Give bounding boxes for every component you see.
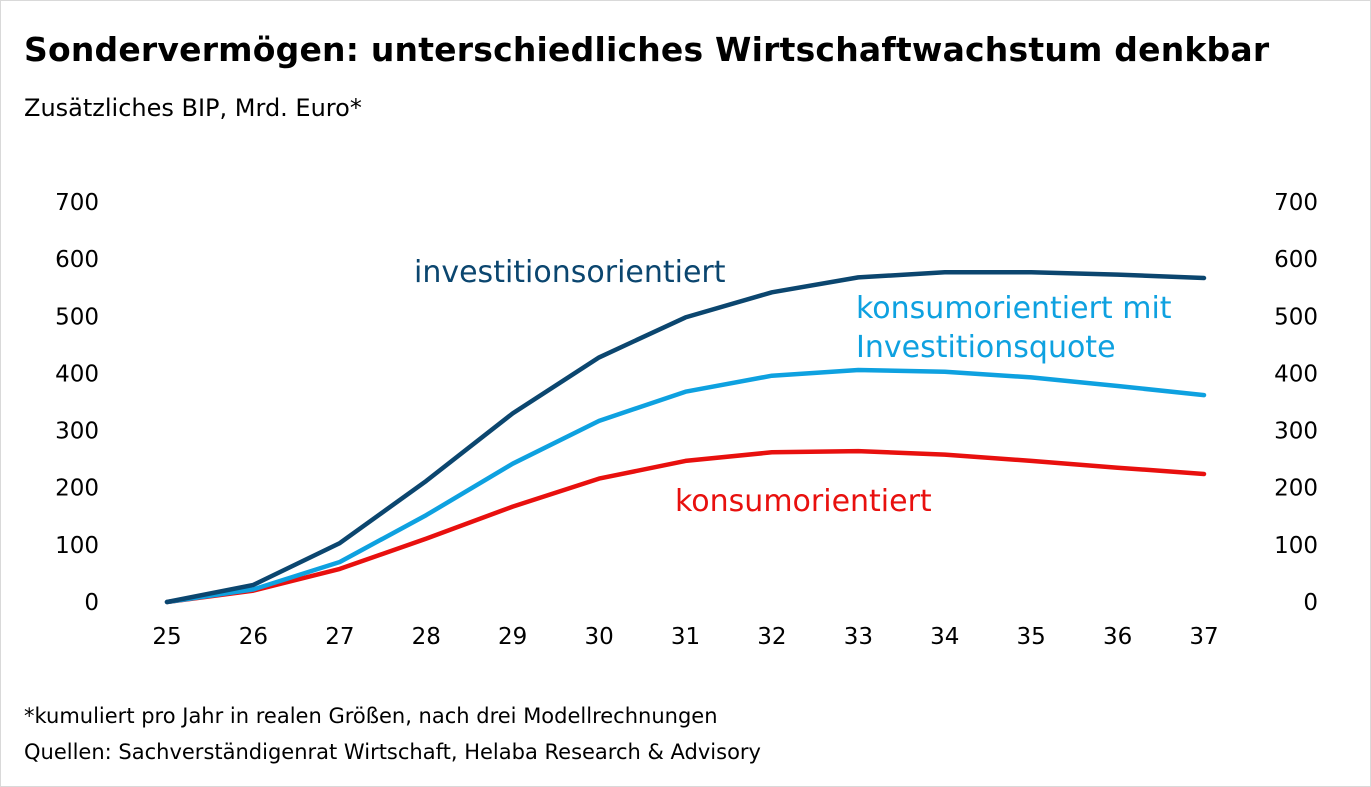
y-tick-label-right: 200	[1274, 476, 1318, 502]
y-axis-right: 0 100 200 300 400 500 600 700	[1274, 190, 1318, 616]
series-line-konsumorientiert-mit-investitionsquote	[164, 367, 1207, 605]
series-lines	[164, 270, 1207, 605]
y-tick-label-right: 700	[1274, 190, 1318, 216]
series-labels: investitionsorientiert konsumorientiert m…	[414, 255, 1172, 519]
x-tick-label: 28	[412, 624, 441, 650]
y-tick-label-right: 0	[1303, 590, 1318, 616]
series-label: Investitionsquote	[856, 330, 1116, 365]
source-note: Quellen: Sachverständigenrat Wirtschaft,…	[24, 740, 761, 764]
x-tick-label: 31	[671, 624, 700, 650]
x-tick-label: 33	[844, 624, 873, 650]
y-tick-label-right: 100	[1274, 533, 1318, 559]
x-tick-label: 30	[584, 624, 613, 650]
chart-subtitle: Zusätzliches BIP, Mrd. Euro*	[24, 94, 362, 122]
x-tick-label: 27	[325, 624, 354, 650]
series-label: konsumorientiert mit	[856, 291, 1172, 326]
chart-title: Sondervermögen: unterschiedliches Wirtsc…	[24, 30, 1270, 69]
y-tick-label-left: 100	[55, 533, 99, 559]
x-tick-label: 36	[1103, 624, 1132, 650]
y-tick-label-left: 400	[55, 361, 99, 387]
series-line-investitionsorientiert	[164, 270, 1207, 605]
y-tick-label-left: 700	[55, 190, 99, 216]
x-tick-label: 37	[1189, 624, 1218, 650]
series-label: konsumorientiert	[675, 484, 932, 519]
x-tick-label: 26	[239, 624, 268, 650]
x-tick-label: 29	[498, 624, 527, 650]
y-tick-label-left: 0	[84, 590, 99, 616]
y-tick-label-left: 300	[55, 419, 99, 445]
x-tick-label: 34	[930, 624, 959, 650]
y-axis-left: 0 100 200 300 400 500 600 700	[55, 190, 99, 616]
x-tick-label: 35	[1017, 624, 1046, 650]
y-tick-label-right: 600	[1274, 247, 1318, 273]
y-tick-label-left: 600	[55, 247, 99, 273]
y-tick-label-right: 500	[1274, 304, 1318, 330]
x-tick-label: 25	[152, 624, 181, 650]
y-tick-label-right: 300	[1274, 419, 1318, 445]
y-tick-label-left: 500	[55, 304, 99, 330]
y-tick-label-right: 400	[1274, 361, 1318, 387]
footnote: *kumuliert pro Jahr in realen Größen, na…	[24, 704, 718, 728]
x-axis: 25 26 27 28 29 30 31 32 33 34 35 36 37	[152, 624, 1218, 650]
series-label: investitionsorientiert	[414, 255, 726, 290]
series-line-konsumorientiert	[164, 448, 1207, 605]
y-tick-label-left: 200	[55, 476, 99, 502]
x-tick-label: 32	[757, 624, 786, 650]
